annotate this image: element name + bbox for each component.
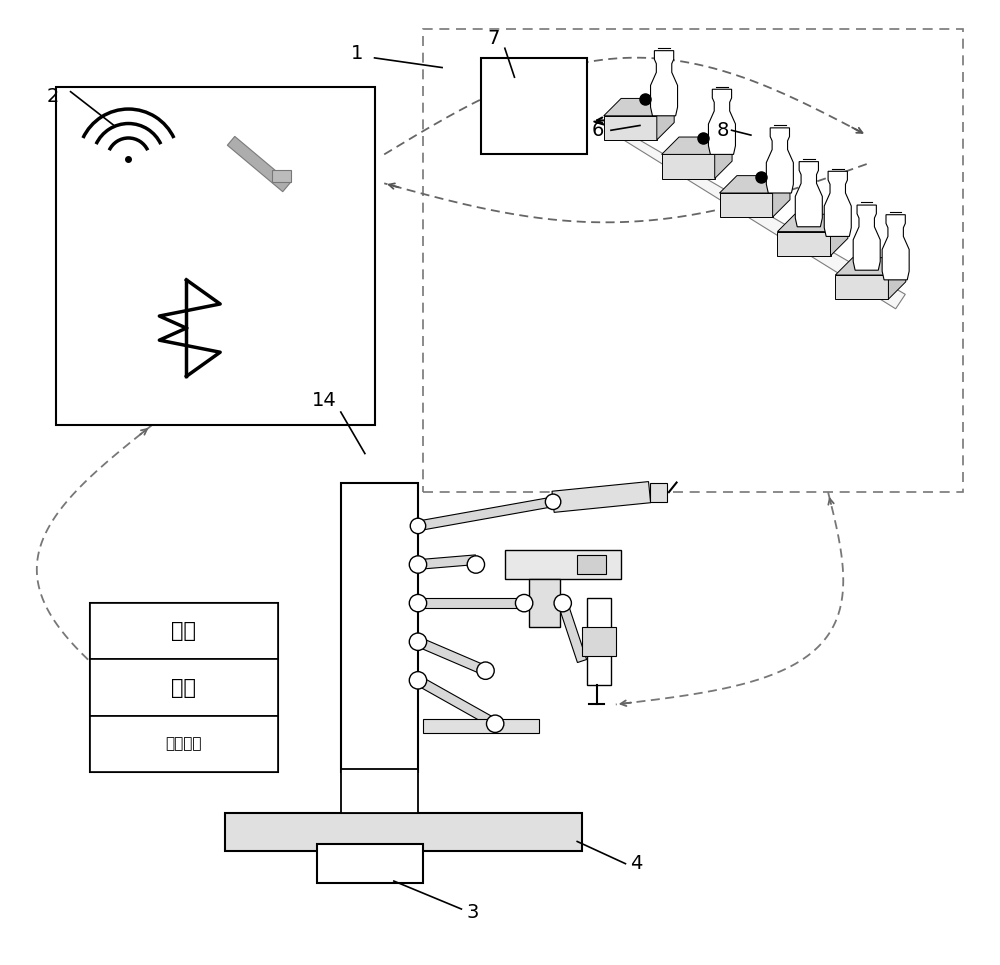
- Bar: [481, 58, 587, 154]
- Polygon shape: [418, 555, 476, 569]
- Polygon shape: [888, 258, 906, 299]
- Bar: [341, 769, 418, 813]
- Polygon shape: [552, 482, 651, 512]
- Polygon shape: [766, 127, 793, 193]
- Polygon shape: [651, 51, 678, 116]
- Polygon shape: [657, 98, 674, 140]
- Bar: [577, 555, 606, 574]
- Text: 14: 14: [312, 391, 337, 410]
- Polygon shape: [662, 154, 715, 179]
- Polygon shape: [777, 214, 848, 232]
- Polygon shape: [708, 90, 735, 154]
- Text: 7: 7: [487, 29, 500, 48]
- Circle shape: [409, 594, 427, 612]
- Bar: [90, 716, 278, 772]
- Polygon shape: [715, 137, 732, 179]
- Circle shape: [409, 556, 427, 573]
- Polygon shape: [416, 676, 498, 728]
- Polygon shape: [558, 601, 587, 663]
- Text: 1: 1: [350, 43, 363, 63]
- Bar: [56, 87, 375, 425]
- Polygon shape: [604, 116, 657, 140]
- Polygon shape: [831, 214, 848, 256]
- Polygon shape: [720, 193, 773, 217]
- Bar: [317, 844, 423, 883]
- Text: 4: 4: [630, 854, 643, 873]
- Bar: [90, 659, 278, 716]
- Circle shape: [486, 715, 504, 732]
- Polygon shape: [795, 161, 822, 227]
- Polygon shape: [773, 176, 790, 217]
- Bar: [423, 719, 539, 733]
- Circle shape: [409, 672, 427, 689]
- Polygon shape: [662, 137, 732, 154]
- Bar: [272, 170, 291, 182]
- Bar: [505, 550, 621, 579]
- Text: 3: 3: [466, 902, 479, 922]
- Circle shape: [467, 556, 485, 573]
- Bar: [587, 598, 611, 685]
- Circle shape: [515, 594, 533, 612]
- Text: 8: 8: [717, 121, 729, 140]
- Bar: [341, 482, 418, 772]
- Polygon shape: [606, 121, 905, 309]
- Polygon shape: [882, 215, 909, 280]
- Polygon shape: [835, 258, 906, 275]
- Bar: [225, 813, 582, 851]
- Polygon shape: [604, 98, 674, 116]
- Bar: [582, 627, 616, 656]
- Bar: [90, 603, 278, 659]
- Circle shape: [410, 518, 426, 534]
- Circle shape: [554, 594, 571, 612]
- Bar: [529, 579, 560, 627]
- Circle shape: [545, 494, 561, 510]
- Bar: [650, 482, 667, 502]
- Text: 6: 6: [592, 121, 604, 140]
- Polygon shape: [227, 136, 290, 192]
- Circle shape: [409, 633, 427, 650]
- Text: 安全模块: 安全模块: [166, 736, 202, 752]
- Polygon shape: [853, 206, 880, 270]
- Polygon shape: [416, 637, 487, 675]
- Bar: [423, 29, 963, 492]
- Polygon shape: [824, 172, 851, 236]
- Polygon shape: [777, 232, 831, 256]
- Text: 控制: 控制: [171, 677, 196, 698]
- Polygon shape: [418, 598, 524, 608]
- Polygon shape: [720, 176, 790, 193]
- Bar: [90, 603, 278, 772]
- Polygon shape: [417, 497, 554, 531]
- Circle shape: [477, 662, 494, 679]
- Polygon shape: [835, 275, 888, 299]
- Text: 2: 2: [46, 87, 59, 106]
- Text: 显示: 显示: [171, 621, 196, 642]
